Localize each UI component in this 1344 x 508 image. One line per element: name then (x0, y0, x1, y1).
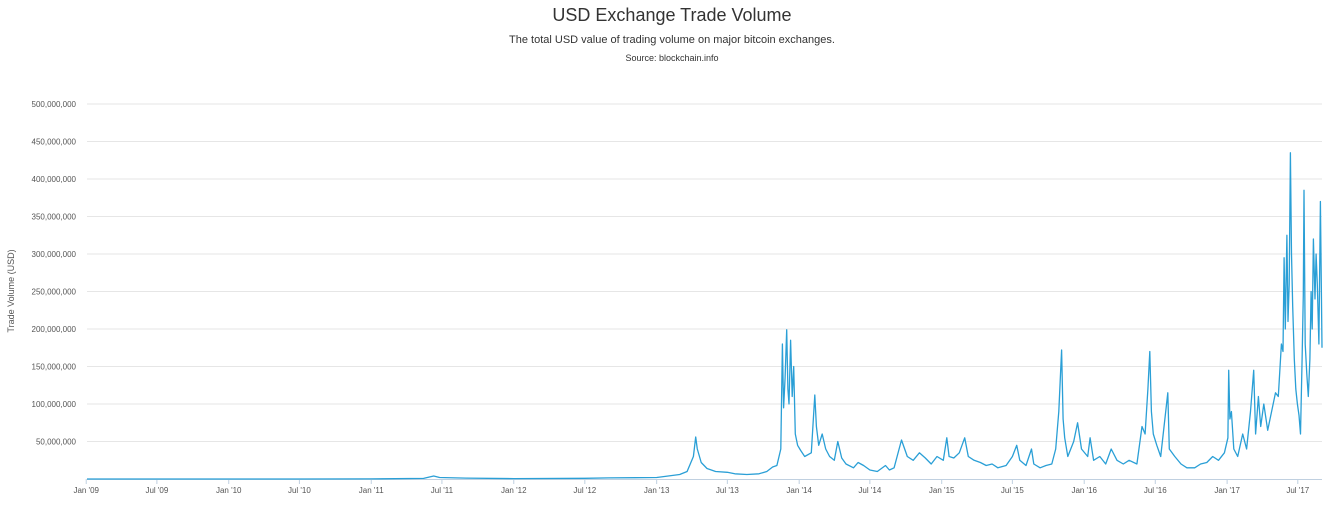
x-tick-label: Jan '10 (216, 486, 242, 495)
series-group (87, 152, 1323, 480)
chart-subtitle: The total USD value of trading volume on… (509, 34, 835, 46)
x-tick-label: Jan '17 (1214, 486, 1240, 495)
y-tick-label: 400,000,000 (32, 175, 77, 184)
x-tick-label: Jul '15 (1001, 486, 1024, 495)
x-tick-label: Jul '11 (431, 486, 454, 495)
x-tick-label: Jan '11 (359, 486, 385, 495)
y-tick-label: 450,000,000 (32, 138, 77, 147)
x-tick-label: Jul '16 (1144, 486, 1167, 495)
y-tick-label: 300,000,000 (32, 250, 77, 259)
x-axis: Jan '09 Jul '09 Jan '10 Jul '10 Jan '11 Jul '… (73, 479, 1322, 495)
grid-lines (87, 103, 1322, 442)
x-tick-label: Jul '17 (1286, 486, 1309, 495)
y-tick-label: 100,000,000 (32, 400, 77, 409)
y-axis-label: Trade Volume (USD) (6, 249, 16, 332)
y-tick-label: 200,000,000 (32, 325, 77, 334)
y-tick-label: 350,000,000 (32, 213, 77, 222)
x-tick-label: Jul '12 (573, 486, 596, 495)
x-tick-label: Jan '14 (786, 486, 812, 495)
y-tick-label: 250,000,000 (32, 288, 77, 297)
y-tick-label: 50,000,000 (36, 438, 77, 447)
x-tick-label: Jan '15 (929, 486, 955, 495)
y-tick-label: 150,000,000 (32, 363, 77, 372)
x-tick-label: Jan '13 (644, 486, 670, 495)
x-tick-label: Jan '09 (73, 486, 99, 495)
x-tick-label: Jul '14 (858, 486, 881, 495)
y-axis: 50,000,000 100,000,000 150,000,000 200,000,… (32, 100, 77, 447)
chart-source: Source: blockchain.info (625, 53, 719, 63)
x-tick-label: Jul '13 (716, 486, 739, 495)
x-tick-label: Jan '16 (1071, 486, 1097, 495)
x-tick-label: Jan '12 (501, 486, 527, 495)
series-line (87, 152, 1323, 480)
x-tick-label: Jul '09 (145, 486, 168, 495)
x-tick-label: Jul '10 (288, 486, 311, 495)
y-tick-label: 500,000,000 (32, 100, 77, 109)
chart-title: USD Exchange Trade Volume (552, 5, 792, 25)
